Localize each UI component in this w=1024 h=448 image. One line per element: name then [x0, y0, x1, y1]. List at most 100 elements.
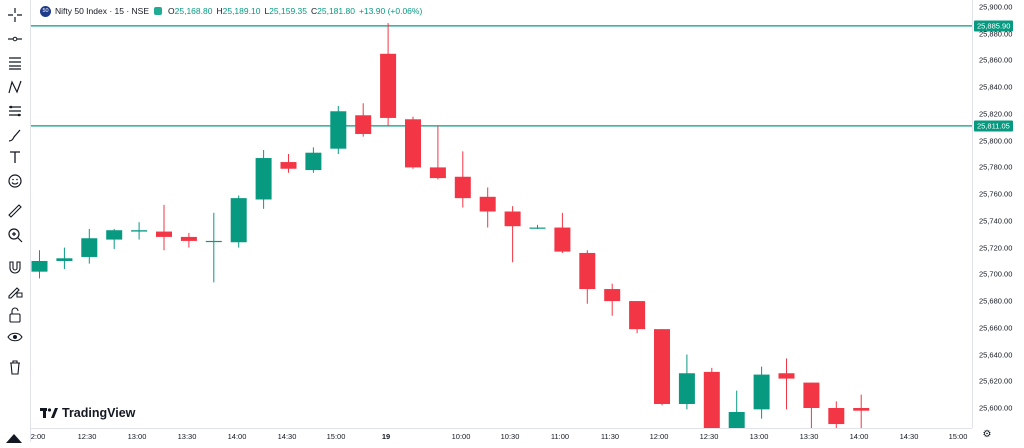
candle-up	[255, 150, 272, 209]
price-axis[interactable]: 25,900.00 25,880.00 25,860.00 25,840.00 25,8…	[972, 0, 1024, 428]
candle-up	[305, 147, 322, 173]
time-tick-label: 12:30	[77, 432, 97, 441]
candle-body	[629, 301, 646, 330]
time-tick-label: 14:00	[849, 432, 869, 441]
trash-icon[interactable]	[3, 356, 27, 378]
candle-body	[106, 230, 123, 240]
symbol-legend[interactable]: 50 Nifty 50 Index · 15 · NSE O 25,168.80 …	[40, 4, 426, 18]
candle-body	[280, 162, 297, 169]
candle-body	[180, 236, 197, 241]
candle-up	[330, 105, 347, 155]
candle-up	[31, 250, 48, 279]
candle-body	[654, 329, 670, 404]
candle-body	[330, 111, 347, 149]
candle-down	[604, 283, 621, 316]
candle-body	[529, 227, 546, 229]
candle-body	[156, 231, 172, 237]
change-value: +13.90 (+0.06%)	[358, 6, 423, 16]
time-tick-label: 10:00	[451, 432, 471, 441]
candle-body	[479, 196, 496, 212]
candle-body	[554, 227, 571, 252]
time-tick-label: 10:30	[500, 432, 520, 441]
candle-down	[703, 367, 720, 428]
price-tick-label: 25,800.00	[979, 136, 1013, 146]
time-tick-label: 12:00	[649, 432, 669, 441]
candle-body	[230, 198, 247, 243]
price-tick-label: 25,820.00	[979, 109, 1013, 119]
candle-up	[678, 354, 695, 410]
price-tick-label: 25,640.00	[979, 350, 1013, 360]
fib-icon[interactable]	[3, 52, 27, 74]
price-tick-label: 25,600.00	[979, 403, 1013, 413]
candle-up	[56, 247, 73, 269]
brush-icon[interactable]	[3, 124, 27, 146]
candle-body	[604, 289, 621, 302]
high-label: H	[216, 6, 223, 16]
zoom-in-icon[interactable]	[3, 224, 27, 246]
price-tick-label: 25,620.00	[979, 376, 1013, 386]
candle-up	[529, 224, 546, 229]
time-tick-label: 15:00	[948, 432, 968, 441]
time-tick-label: 14:30	[277, 432, 297, 441]
time-tick-label: 19	[381, 432, 391, 441]
gear-icon[interactable]: ⚙	[982, 429, 992, 440]
time-tick-label: 13:30	[177, 432, 197, 441]
candlestick-chart	[31, 23, 972, 428]
magnet-icon[interactable]	[3, 256, 27, 278]
eye-icon[interactable]	[3, 326, 27, 348]
close-label: C	[311, 6, 318, 16]
candle-down	[355, 103, 372, 137]
hide-toolbar-button[interactable]	[4, 430, 24, 443]
candle-down	[280, 154, 297, 173]
candle-down	[405, 116, 421, 169]
candle-body	[305, 152, 322, 171]
candle-body	[429, 167, 446, 179]
candle-body	[405, 119, 421, 168]
time-tick-label: 14:00	[227, 432, 247, 441]
candle-up	[81, 228, 98, 264]
candle-body	[81, 238, 98, 257]
time-axis[interactable]: 2:00 12:30 13:00 13:30 14:00 14:30 15:00 19 10:0…	[31, 428, 972, 443]
price-tick-label: 25,740.00	[979, 216, 1013, 226]
candle-down	[853, 394, 870, 428]
candle-body	[205, 240, 222, 243]
pattern-icon[interactable]	[3, 76, 27, 98]
tradingview-logo[interactable]: TradingView	[40, 406, 135, 420]
lock-icon[interactable]	[3, 304, 27, 326]
trend-line-icon[interactable]	[3, 28, 27, 50]
price-tick-label: 25,660.00	[979, 323, 1013, 333]
emoji-icon[interactable]	[3, 170, 27, 192]
candle-body	[803, 382, 820, 408]
candle-up	[205, 212, 222, 283]
candle-down	[180, 232, 197, 248]
candle-down	[380, 23, 397, 126]
ruler-icon[interactable]	[3, 200, 27, 222]
time-tick-label: 13:00	[127, 432, 147, 441]
candle-up	[230, 195, 247, 248]
candle-body	[753, 374, 770, 410]
crosshair-icon[interactable]	[3, 4, 27, 26]
chart-pane[interactable]	[31, 0, 972, 428]
candle-up	[106, 228, 123, 249]
candle-down	[803, 382, 820, 428]
close-value: 25,181.80	[317, 6, 355, 16]
price-tick-label: 25,840.00	[979, 82, 1013, 92]
time-tick-label: 13:00	[749, 432, 769, 441]
candle-down	[554, 212, 571, 253]
symbol-title[interactable]: Nifty 50 Index · 15 · NSE	[55, 6, 150, 16]
lock-drawing-icon[interactable]	[3, 280, 27, 302]
price-tick-label: 25,900.00	[979, 2, 1013, 12]
candle-body	[778, 373, 795, 379]
projection-icon[interactable]	[3, 100, 27, 122]
candle-down	[454, 151, 471, 208]
price-tick-label: 25,760.00	[979, 189, 1013, 199]
time-tick-label: 2:00	[30, 432, 46, 441]
time-tick-label: 11:00	[550, 432, 570, 441]
symbol-logo-icon: 50	[40, 5, 51, 17]
candle-down	[654, 329, 670, 406]
time-tick-label: 12:30	[699, 432, 719, 441]
candle-body	[504, 211, 521, 227]
candle-down	[579, 250, 596, 304]
text-icon[interactable]	[3, 146, 27, 168]
time-tick-label: 11:30	[600, 432, 620, 441]
